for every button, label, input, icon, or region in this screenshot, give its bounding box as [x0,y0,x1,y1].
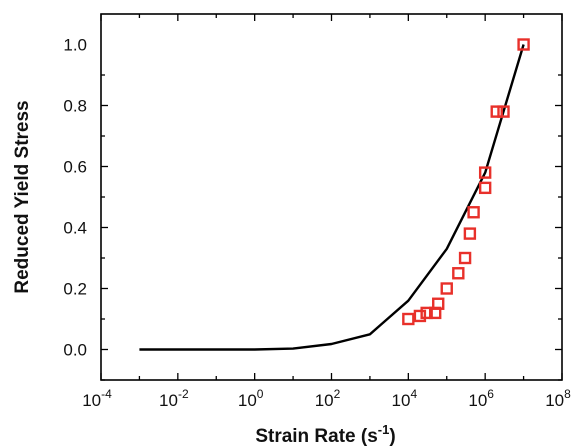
x-tick-label: 106 [468,387,494,410]
x-axis-title: Strain Rate (s-1) [255,422,395,447]
data-point [517,38,530,51]
y-axis-title: Reduced Yield Stress [12,100,33,293]
measured-data-series [402,38,530,326]
data-point [402,312,415,326]
axes [100,13,563,381]
y-tick-label: 0.6 [63,158,87,177]
plot-frame [100,13,563,381]
data-point [452,267,465,280]
fit-line-series [139,44,525,351]
data-point [463,227,477,240]
y-tick-label: 0.2 [63,280,87,299]
x-tick-label: 10-4 [82,387,112,410]
x-tick-label: 104 [392,387,418,410]
data-point [497,105,510,118]
y-tick-label: 1.0 [63,36,87,55]
data-point [432,297,445,310]
data-point [467,206,480,219]
data-point [420,306,433,320]
x-tick-label: 108 [545,387,571,410]
x-tick-label: 100 [238,387,264,410]
data-point [440,282,453,295]
data-point [478,166,492,179]
data-point [458,251,472,265]
fit-line [139,44,525,351]
labels: 10-4 10-2 100 102 104 106 108 0.0 0.2 0.4 0.6 0.8 1.… [12,36,571,447]
data-point [413,309,427,323]
x-tick-label: 10-2 [159,387,189,410]
x-tick-label: 102 [315,387,341,410]
y-tick-label: 0.8 [63,97,87,116]
y-tick-label: 0.0 [63,341,87,360]
data-point [478,181,492,195]
data-point [490,105,503,118]
y-tick-label: 0.4 [63,219,87,238]
